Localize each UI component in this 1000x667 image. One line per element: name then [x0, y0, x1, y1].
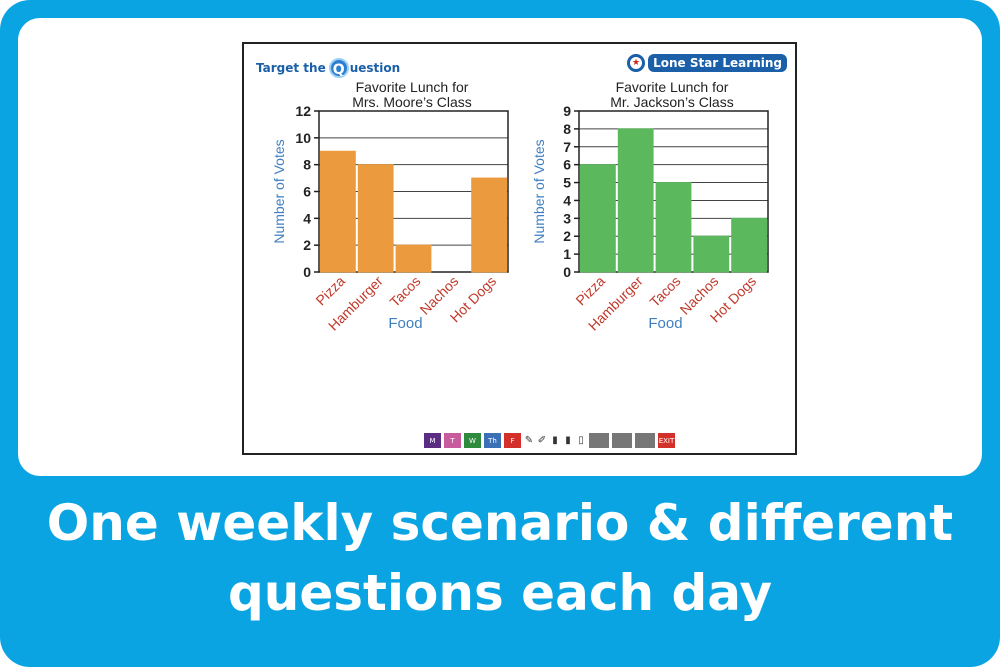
exit-button[interactable]: EXIT: [658, 433, 675, 448]
caption: One weekly scenario & different question…: [0, 488, 1000, 628]
toolbar: M T W Th F ✎ ✐ ▮ ▮ ▯ EXIT: [424, 433, 675, 448]
chart1-y-tick-label: 12: [295, 103, 311, 119]
chart2-y-tick-label: 7: [563, 139, 571, 155]
chart2-y-tick-label: 6: [563, 157, 571, 173]
chart2-y-axis-label: Number of Votes: [531, 139, 547, 243]
chart2-y-tick-label: 0: [563, 264, 571, 280]
chart2-y-tick-label: 8: [563, 121, 571, 137]
chart1-bar: [320, 150, 356, 273]
star-icon: ★: [627, 54, 646, 72]
day-button-t[interactable]: T: [444, 433, 461, 448]
chart1-y-tick-label: 6: [303, 184, 311, 200]
keyboard-icon[interactable]: [589, 433, 609, 448]
grid-icon[interactable]: [635, 433, 655, 448]
chart2-bar: [731, 217, 768, 273]
chart1-bar: [395, 244, 432, 273]
brush-icon[interactable]: ✐: [537, 435, 547, 446]
chart2-x-axis-label: Food: [648, 315, 682, 332]
chart1-y-axis-label: Number of Votes: [271, 139, 287, 243]
eraser-icon[interactable]: ▯: [578, 435, 584, 446]
chart2-title-line: Favorite Lunch for: [616, 79, 729, 95]
chart1-y-tick-label: 2: [303, 237, 311, 253]
chart2-y-tick-label: 3: [563, 210, 571, 226]
chart2-y-tick-label: 9: [563, 103, 571, 119]
chart2-title-line: Mr. Jackson’s Class: [610, 94, 733, 110]
marker-icon[interactable]: ▮: [552, 435, 558, 446]
magnifier-q-icon: Q: [328, 58, 349, 78]
day-button-f[interactable]: F: [504, 433, 521, 448]
caption-line-2: questions each day: [227, 564, 773, 622]
day-button-w[interactable]: W: [464, 433, 481, 448]
day-button-m[interactable]: M: [424, 433, 441, 448]
chart2-bar: [580, 164, 616, 273]
lone-star-learning-logo: ★ Lone Star Learning: [627, 54, 787, 72]
chart2-x-tick-label: Pizza: [573, 273, 609, 309]
caption-line-1: One weekly scenario & different: [46, 494, 954, 552]
chart2-y-tick-label: 1: [563, 246, 571, 262]
slide-canvas: Target the Q uestion ★ Lone Star Learnin…: [242, 42, 797, 455]
logo-left-prefix: Target the: [256, 61, 326, 75]
target-the-question-logo: Target the Q uestion: [256, 58, 400, 78]
chart2-bar: [693, 235, 730, 273]
chart1-y-tick-label: 4: [303, 210, 311, 226]
chart2-y-tick-label: 4: [563, 192, 571, 208]
chart2-y-tick-label: 5: [563, 175, 571, 191]
calculator-icon[interactable]: [612, 433, 632, 448]
chart1-bar: [471, 177, 507, 273]
chart1-bar: [357, 164, 394, 273]
chart1-y-tick-label: 10: [295, 130, 311, 146]
day-button-th[interactable]: Th: [484, 433, 501, 448]
chart2-y-tick-label: 2: [563, 228, 571, 244]
chart1-x-axis-label: Food: [388, 315, 422, 332]
chart1-y-tick-label: 8: [303, 157, 311, 173]
chart1-y-tick-label: 0: [303, 264, 311, 280]
highlighter-icon[interactable]: ▮: [565, 435, 571, 446]
chart1-title-line: Mrs. Moore’s Class: [352, 94, 472, 110]
chart2-bar: [655, 182, 692, 273]
logo-left-suffix: uestion: [349, 61, 401, 75]
chart1-title-line: Favorite Lunch for: [356, 79, 469, 95]
logo-right-text: Lone Star Learning: [648, 54, 787, 72]
pencil-icon[interactable]: ✎: [524, 435, 534, 446]
chart2-bar: [617, 128, 654, 273]
chart1-x-tick-label: Pizza: [313, 273, 349, 309]
